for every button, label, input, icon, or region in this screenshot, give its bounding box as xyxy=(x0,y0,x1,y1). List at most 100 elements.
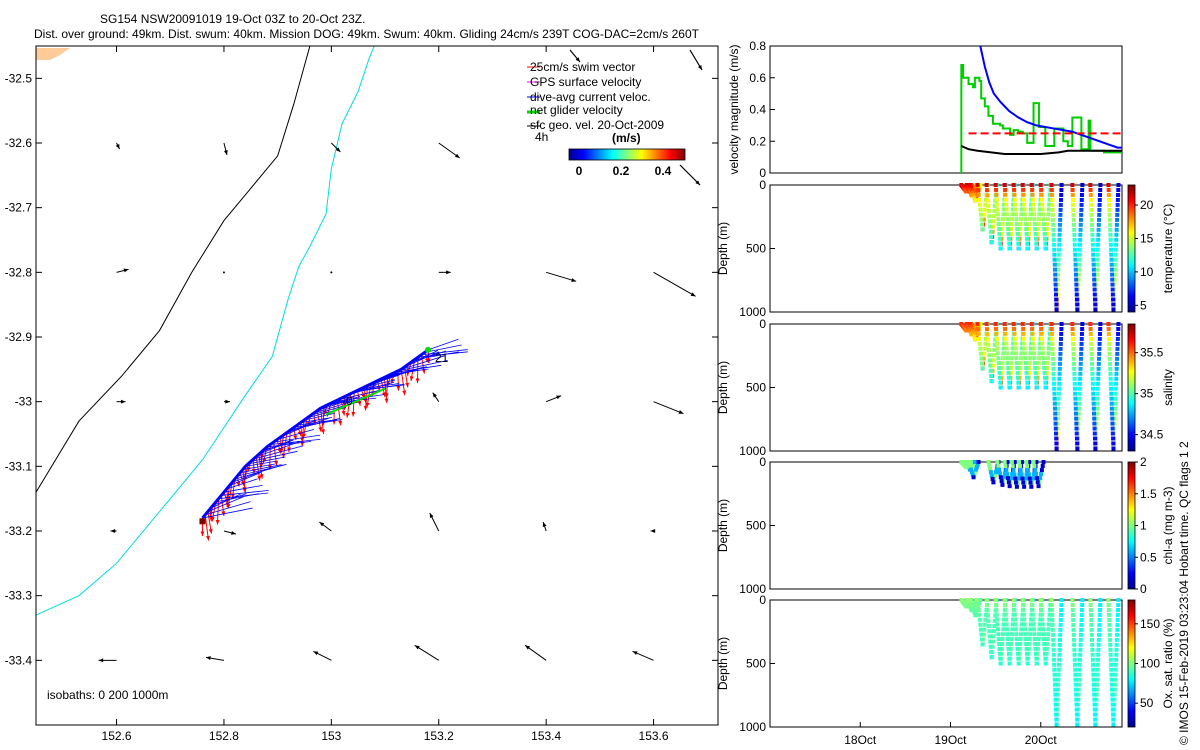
temperature-profile-pt-d11-a12 xyxy=(1052,242,1056,247)
salinity-profile-pt-d11-a16 xyxy=(1052,401,1057,406)
oxygen-profile-pt-d7-a10 xyxy=(1015,646,1020,651)
legend-geo: sfc geo. vel. 20-Oct-2009 xyxy=(530,118,664,132)
salinity-profile-pt-d2-a3 xyxy=(970,329,975,334)
salinity-profile-pt-d13-a0 xyxy=(1088,322,1093,326)
temperature-profile-pt-d2-a5 xyxy=(972,195,977,200)
oxygen-profile-pt-d3-b3 xyxy=(982,627,987,632)
geo-vector-14 xyxy=(653,401,684,415)
chlorophyll-profile-pt-d7-b2 xyxy=(1023,476,1028,481)
temperature-profile-pt-d8-a2 xyxy=(1021,192,1026,197)
salinity-profile-pt-d3-a6 xyxy=(978,351,983,356)
swim-vector-65-head xyxy=(405,382,410,388)
temperature-profile-pt-d12-b25 xyxy=(1080,183,1085,187)
chlorophyll-profile-pt-d7-b6 xyxy=(1027,460,1032,464)
salinity-profile-pt-d12-a0 xyxy=(1070,322,1075,326)
salinity-profile-pt-d10-b3 xyxy=(1044,370,1049,375)
temperature-profile-pt-d14-b8 xyxy=(1113,267,1118,272)
map-ytick-label-7: -33.2 xyxy=(5,524,33,538)
oxygen-profile-pt-d7-b6 xyxy=(1019,632,1023,637)
oxygen-profile-pt-d6-a11 xyxy=(1006,651,1011,656)
temperature-profile-pt-d12-b13 xyxy=(1077,242,1082,247)
oxygen-profile-pt-d7-b9 xyxy=(1020,617,1025,622)
geo-vector-9-head xyxy=(690,292,696,297)
swim-vector-1-head xyxy=(205,535,210,541)
temperature-profile-pt-d13-a1 xyxy=(1088,187,1093,192)
salinity-profile-pt-d6-b4 xyxy=(1009,365,1014,370)
temperature-profile-pt-d5-a8 xyxy=(996,222,1001,227)
colorbar-tick-2: 0.4 xyxy=(655,164,672,178)
salinity-profile-pt-d12-b24 xyxy=(1080,326,1085,331)
salinity-profile-pt-d11-a7 xyxy=(1051,356,1055,361)
salinity-profile-pt-d12-b20 xyxy=(1079,346,1084,351)
legend-scale-arrow-1-head xyxy=(697,65,702,70)
salinity-profile-pt-d12-a15 xyxy=(1073,396,1078,401)
temperature-profile-pt-d10-b5 xyxy=(1045,222,1050,227)
salinity-profile-pt-d10-a0 xyxy=(1038,322,1043,326)
oxygen-profile-pt-d5-a0 xyxy=(993,598,998,602)
temperature-profile-pt-d8-b8 xyxy=(1028,207,1033,212)
geo-vector-19-head xyxy=(542,522,547,527)
vel-ytick-label-0: 0 xyxy=(759,166,766,180)
geo-vector-25-head xyxy=(525,645,531,650)
salinity-profile-pt-d3-a2 xyxy=(976,331,981,336)
oxygen-profile-pt-d6-b8 xyxy=(1010,622,1015,627)
salinity-profile-pt-d11-a19 xyxy=(1053,416,1058,421)
oxygen-profile-pt-d6-a4 xyxy=(1004,617,1009,622)
map-ytick-label-8: -33.3 xyxy=(5,589,33,603)
salinity-profile-ctick-label-0: 34.5 xyxy=(1140,428,1164,442)
oxygen-profile-pt-d14-b15 xyxy=(1114,647,1119,652)
temperature-profile-pt-d13-b14 xyxy=(1096,237,1101,242)
dac-vector-8 xyxy=(223,484,263,493)
oxygen-profile-pt-d13-b14 xyxy=(1096,652,1101,657)
oxygen-profile-pt-d14-b6 xyxy=(1112,692,1117,697)
oxygen-profile-pt-d5-b7 xyxy=(1001,627,1006,632)
swim-vector-18-head xyxy=(247,466,251,472)
salinity-profile-pt-d10-a8 xyxy=(1041,361,1046,366)
salinity-profile-pt-d14-a14 xyxy=(1109,391,1114,396)
oxygen-profile-pt-d14-b18 xyxy=(1115,632,1120,637)
salinity-profile-pt-d5-a9 xyxy=(997,365,1002,370)
temperature-profile-pt-d12-a7 xyxy=(1071,217,1076,222)
chlorophyll-profile-pt-d9-b2 xyxy=(1038,476,1043,481)
oxygen-profile-pt-d12-b20 xyxy=(1079,622,1084,627)
temperature-profile-pt-d14-a24 xyxy=(1111,302,1116,307)
chlorophyll-profile-pt-d4-a1 xyxy=(996,463,1001,468)
swim-vector-0-head xyxy=(200,531,205,537)
salinity-profile-pt-d10-a5 xyxy=(1040,346,1045,351)
oxygen-profile-pt-d6-a1 xyxy=(1003,602,1008,607)
temperature-profile-pt-d11-b14 xyxy=(1057,237,1062,242)
temperature-profile-pt-d8-a6 xyxy=(1023,212,1028,217)
salinity-profile-pt-d12-a8 xyxy=(1071,361,1076,366)
temperature-profile-pt-d14-b14 xyxy=(1114,237,1119,242)
swim-vector-2-head xyxy=(208,528,213,534)
salinity-profile-pt-d11-a6 xyxy=(1050,351,1055,356)
temperature-profile-pt-d13-a16 xyxy=(1091,262,1096,267)
oxygen-profile-pt-d3-b4 xyxy=(982,622,987,627)
temperature-profile-pt-d14-b16 xyxy=(1114,227,1119,232)
salinity-profile-pt-d5-a10 xyxy=(997,370,1002,375)
title-line-2: Dist. over ground: 49km. Dist. swum: 40k… xyxy=(34,27,700,41)
temperature-profile-pt-d13-a7 xyxy=(1089,217,1094,222)
oxygen-profile-pt-d12-a15 xyxy=(1073,672,1078,677)
salinity-profile-pt-d10-b7 xyxy=(1046,351,1051,356)
oxygen-profile-pt-d14-b10 xyxy=(1113,672,1118,677)
chlorophyll-profile-pt-d9-a2 xyxy=(1033,468,1038,473)
chlorophyll-profile-pt-d5-b2 xyxy=(1009,476,1014,481)
salinity-profile-pt-d14-b24 xyxy=(1116,326,1121,331)
temperature-profile-pt-d3-b4 xyxy=(982,207,987,212)
velocity-series-1 xyxy=(979,45,1122,149)
oxygen-profile-pt-d14-a23 xyxy=(1111,712,1116,717)
oxygen-profile-colorbar xyxy=(1127,599,1136,728)
oxygen-profile-pt-d14-a10 xyxy=(1108,647,1113,652)
chlorophyll-profile-pt-d9-a6 xyxy=(1036,484,1041,489)
oxygen-profile-pt-d13-b15 xyxy=(1096,647,1101,652)
temperature-profile-pt-d4-b5 xyxy=(991,214,996,219)
salinity-profile-pt-d12-a16 xyxy=(1073,401,1078,406)
salinity-profile-pt-d7-a0 xyxy=(1011,322,1016,326)
salinity-profile-pt-d11-a2 xyxy=(1050,331,1054,336)
temperature-profile-pt-d12-b12 xyxy=(1077,247,1082,252)
temperature-profile-pt-d2-a3 xyxy=(970,190,975,195)
salinity-profile-pt-d14-a19 xyxy=(1110,416,1115,421)
chlorophyll-profile-pt-d9-b4 xyxy=(1039,468,1044,473)
oxygen-profile-pt-d4-a0 xyxy=(984,598,989,602)
